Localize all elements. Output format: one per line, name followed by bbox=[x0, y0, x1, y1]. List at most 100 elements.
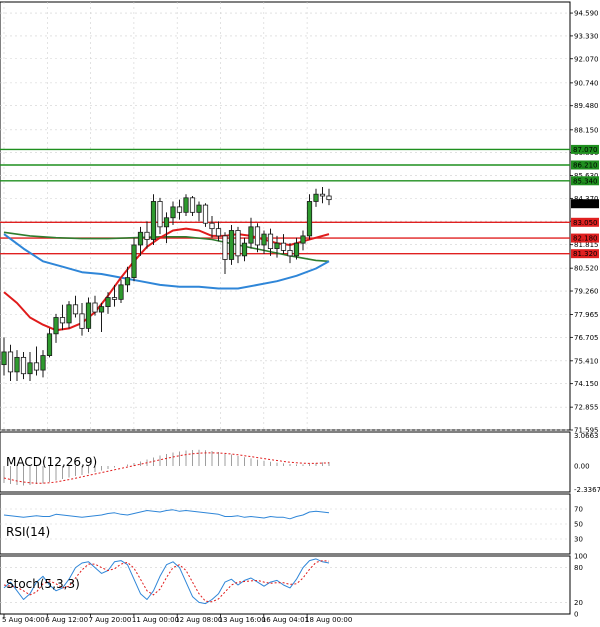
price-tick-label: 89.480 bbox=[574, 102, 599, 110]
macd-label: MACD(12,26,9) bbox=[6, 455, 97, 469]
candle[interactable] bbox=[183, 194, 189, 216]
price-levels: 87.070 86.210 85.340 83.050 82.180 81.320 bbox=[0, 144, 599, 259]
candle[interactable] bbox=[163, 212, 170, 244]
time-tick-label: 16 Aug 04:01 bbox=[262, 616, 309, 624]
candle[interactable] bbox=[306, 194, 313, 240]
candle-body bbox=[33, 362, 40, 371]
candle-body bbox=[228, 230, 235, 260]
candle[interactable] bbox=[33, 346, 40, 376]
candle[interactable] bbox=[196, 201, 202, 222]
price-tick-label: 92.070 bbox=[574, 55, 599, 63]
level-price-badge bbox=[571, 144, 599, 154]
rsi-tick-label: 30 bbox=[574, 536, 583, 544]
time-axis: 5 Aug 04:00 6 Aug 12:00 7 Aug 20:00 11 Aug … bbox=[2, 614, 352, 624]
candle-body bbox=[170, 206, 176, 219]
candle-body bbox=[274, 242, 280, 249]
candle[interactable] bbox=[209, 215, 215, 238]
candle-body bbox=[14, 356, 20, 373]
candle[interactable] bbox=[137, 226, 144, 256]
stoch-tick-label: 20 bbox=[574, 599, 583, 607]
candle[interactable] bbox=[40, 350, 46, 378]
candle[interactable] bbox=[85, 297, 92, 332]
candle[interactable] bbox=[7, 344, 14, 381]
candle-body bbox=[7, 351, 14, 373]
candle[interactable] bbox=[300, 230, 306, 251]
price-panel[interactable]: 94.59093.33092.07090.74089.48088.15086.8… bbox=[0, 1, 599, 435]
candle[interactable] bbox=[131, 237, 137, 282]
candle[interactable] bbox=[20, 351, 27, 380]
candle[interactable] bbox=[313, 188, 319, 207]
candle[interactable] bbox=[79, 302, 85, 336]
candle[interactable] bbox=[98, 302, 105, 332]
candle[interactable] bbox=[27, 351, 33, 381]
candle-body bbox=[137, 231, 144, 246]
candle[interactable] bbox=[105, 292, 111, 314]
level-price-label: 86.210 bbox=[573, 162, 598, 170]
candle[interactable] bbox=[124, 266, 131, 293]
candle[interactable] bbox=[254, 223, 261, 253]
candle[interactable] bbox=[72, 295, 79, 318]
candle[interactable] bbox=[53, 313, 59, 343]
candle-body bbox=[150, 201, 157, 240]
macd-tick-label: -2.3367 bbox=[574, 486, 600, 494]
candle[interactable] bbox=[202, 203, 209, 227]
candle[interactable] bbox=[261, 230, 267, 255]
candle-body bbox=[118, 284, 124, 300]
stochastic-panel[interactable]: 100 80 20 0 Stoch(5,3,3) bbox=[0, 553, 587, 619]
candle-body bbox=[157, 201, 163, 228]
candle[interactable] bbox=[287, 243, 293, 264]
candle-body bbox=[92, 302, 98, 313]
candle[interactable] bbox=[319, 186, 326, 204]
candle[interactable] bbox=[111, 284, 118, 307]
rsi-tick-label: 70 bbox=[574, 506, 583, 514]
candle[interactable] bbox=[326, 188, 332, 206]
candle-body bbox=[59, 317, 66, 324]
candle[interactable] bbox=[280, 234, 287, 255]
candle[interactable] bbox=[157, 197, 163, 235]
candle[interactable] bbox=[267, 228, 274, 256]
candle[interactable] bbox=[1, 337, 7, 376]
candle-body bbox=[222, 235, 228, 260]
candle[interactable] bbox=[92, 295, 98, 316]
candle[interactable] bbox=[170, 201, 176, 226]
candle-body bbox=[40, 355, 46, 371]
candle[interactable] bbox=[176, 199, 183, 220]
candle[interactable] bbox=[293, 237, 300, 260]
stoch-panel-frame bbox=[0, 555, 571, 615]
time-tick-label: 13 Aug 16:00 bbox=[219, 616, 266, 624]
candle[interactable] bbox=[248, 217, 254, 249]
candle-body bbox=[72, 304, 79, 315]
rsi-panel[interactable]: 70 50 30 RSI(14) bbox=[0, 493, 583, 555]
candle[interactable] bbox=[274, 235, 280, 258]
candle-body bbox=[163, 217, 170, 228]
candle-body bbox=[202, 204, 209, 224]
candle[interactable] bbox=[150, 194, 157, 245]
candle[interactable] bbox=[14, 350, 20, 381]
candle[interactable] bbox=[118, 279, 124, 303]
candle-body bbox=[267, 233, 274, 249]
candle[interactable] bbox=[46, 328, 53, 358]
candle[interactable] bbox=[189, 196, 196, 216]
candle[interactable] bbox=[215, 221, 222, 242]
candle-body bbox=[85, 302, 92, 329]
candle[interactable] bbox=[228, 225, 235, 265]
macd-panel[interactable]: 3.0663 0.00 -2.3367 MACD(12,26,9) bbox=[0, 431, 600, 494]
price-tick-label: 71.595 bbox=[574, 427, 599, 435]
candle[interactable] bbox=[59, 304, 66, 331]
candle-body bbox=[300, 235, 306, 244]
candle[interactable] bbox=[144, 221, 150, 249]
price-axis: 94.59093.33092.07090.74089.48088.15086.8… bbox=[0, 10, 599, 435]
price-tick-label: 79.260 bbox=[574, 288, 599, 296]
price-tick-label: 75.410 bbox=[574, 357, 599, 365]
candle[interactable] bbox=[241, 237, 248, 262]
candle[interactable] bbox=[222, 232, 228, 274]
candle[interactable] bbox=[66, 301, 72, 329]
candle-body bbox=[111, 297, 118, 300]
candle-body bbox=[313, 193, 319, 202]
stoch-k-line bbox=[3, 558, 330, 605]
candle[interactable] bbox=[235, 226, 241, 264]
time-tick-label: 11 Aug 00:00 bbox=[132, 616, 179, 624]
candle-body bbox=[326, 195, 332, 201]
price-tick-label: 84.370 bbox=[574, 195, 599, 203]
